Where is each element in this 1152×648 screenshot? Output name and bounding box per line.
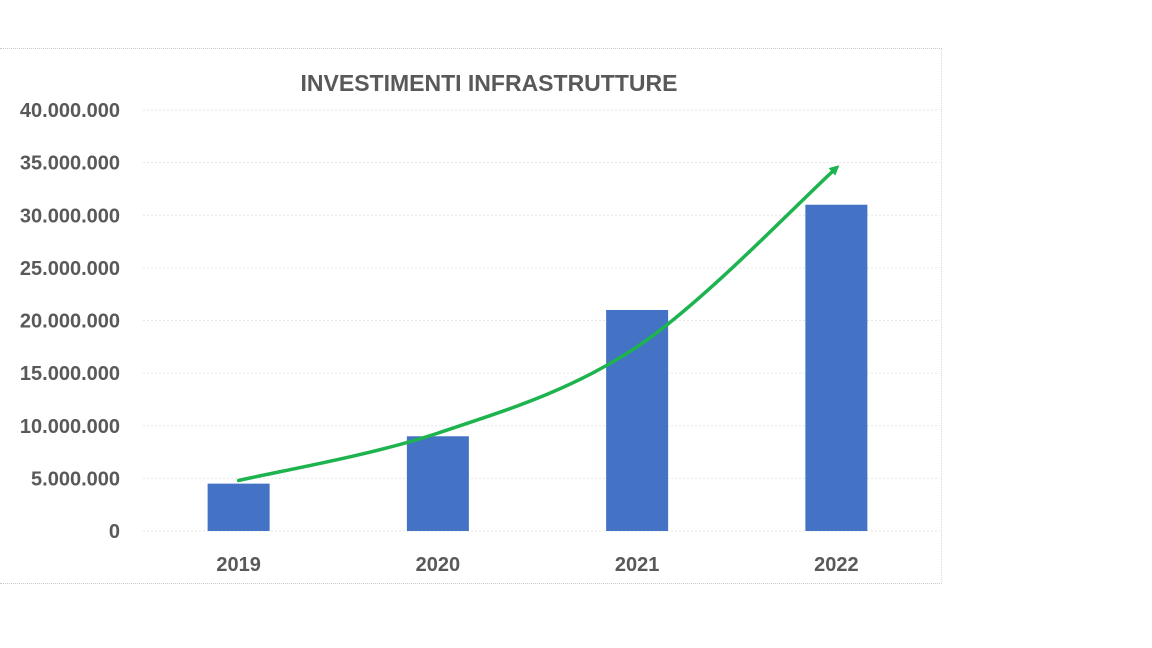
chart-frame	[0, 48, 942, 584]
y-tick-label: 35.000.000	[20, 153, 120, 175]
y-tick-label: 10.000.000	[20, 416, 120, 438]
bar-2020	[406, 436, 469, 531]
bars	[207, 204, 868, 531]
bar-2022	[805, 204, 868, 531]
x-tick-label: 2019	[216, 554, 261, 576]
bar-2019	[207, 483, 270, 531]
trend-arrow	[236, 165, 840, 483]
x-tick-label: 2022	[814, 554, 859, 576]
y-axis: 0 5.000.000 10.000.000 15.000.000 20.000.000…	[20, 100, 120, 543]
x-tick-label: 2020	[416, 554, 461, 576]
y-tick-label: 0	[109, 521, 120, 543]
y-tick-label: 5.000.000	[31, 468, 120, 490]
y-tick-label: 20.000.000	[20, 311, 120, 333]
bar-2021	[606, 309, 669, 531]
y-tick-label: 15.000.000	[20, 363, 120, 385]
chart-title: INVESTIMENTI INFRASTRUTTURE	[301, 70, 678, 96]
y-tick-label: 30.000.000	[20, 205, 120, 227]
y-tick-label: 25.000.000	[20, 258, 120, 280]
x-tick-label: 2021	[615, 554, 660, 576]
trend-arrow-curve	[236, 165, 840, 483]
x-axis: 2019 2020 2021 2022	[216, 554, 858, 576]
y-tick-label: 40.000.000	[20, 100, 120, 122]
